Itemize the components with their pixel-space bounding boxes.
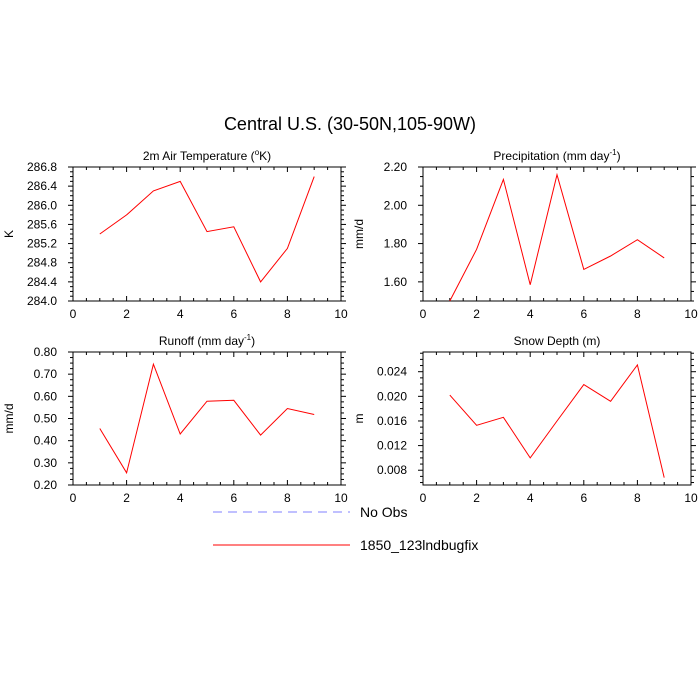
title-text: Snow Depth (m) [514,334,601,348]
y-tick-label: 0.008 [377,463,407,477]
panel-1: 0 2 4 6 8 10 284.0 284.4 284.8 285.2 285.6 286.0 286… [2,148,348,321]
legend: No Obs 1850_123lndbugfix [213,504,478,553]
x-tick-label: 6 [230,491,237,505]
legend-label: 1850_123lndbugfix [360,537,478,553]
panel-title: Precipitation (mm day-1) [493,148,620,163]
plot-frame [422,351,692,486]
title-text: K) [259,149,271,163]
y-tick-label: 0.20 [34,478,58,492]
y-axis-label: mm/d [352,219,366,249]
y-tick-label: 284.4 [27,275,57,289]
series-line [449,172,665,302]
x-tick-label: 2 [123,491,130,505]
x-tick-label: 0 [70,307,77,321]
panel-3: 0 2 4 6 8 10 0.20 0.30 0.40 0.50 0.60 0.70 0.80 mm/d R… [2,333,348,505]
title-text: 2m Air Temperature ( [143,149,255,163]
y-tick-label: 286.0 [27,198,57,212]
x-tick-label: 10 [684,491,698,505]
title-text: Precipitation (mm day [493,149,609,163]
y-tick-label: 286.4 [27,179,57,193]
x-tick-label: 2 [473,491,480,505]
y-tick-label: 285.6 [27,217,57,231]
plot-frame [72,351,342,486]
x-tick-label: 10 [334,307,348,321]
y-tick-label: 0.024 [377,365,407,379]
series-line [449,363,665,478]
y-tick-label: 1.60 [384,275,408,289]
y-tick-label: 0.70 [34,367,58,381]
x-tick-label: 4 [527,491,534,505]
title-superscript: -1 [244,333,252,342]
x-tick-label: 0 [420,307,427,321]
x-tick-label: 6 [230,307,237,321]
y-tick-label: 0.30 [34,456,58,470]
y-tick-label: 0.016 [377,414,407,428]
title-text: ) [251,334,255,348]
x-tick-label: 2 [473,307,480,321]
y-tick-label: 285.2 [27,237,57,251]
x-tick-label: 8 [634,307,641,321]
panel-title: 2m Air Temperature (oK) [143,148,271,163]
y-tick-label: 286.8 [27,160,57,174]
x-tick-label: 4 [177,491,184,505]
y-tick-label: 0.020 [377,389,407,403]
y-tick-label: 0.012 [377,439,407,453]
y-tick-label: 2.20 [384,160,408,174]
panels: 0 2 4 6 8 10284.0284.4284.8285.2285.6286.0286… [2,148,698,505]
y-tick-label: 0.40 [34,434,58,448]
legend-label: No Obs [360,504,407,520]
title-superscript: o [255,148,260,157]
plot-frame [422,166,692,302]
x-tick-label: 0 [70,491,77,505]
panel-title: Snow Depth (m) [514,334,601,348]
title-text: ) [617,149,621,163]
x-tick-label: 4 [177,307,184,321]
y-axis-label: K [2,230,16,238]
y-tick-label: 0.50 [34,412,58,426]
x-tick-label: 6 [580,307,587,321]
figure-title: Central U.S. (30-50N,105-90W) [224,114,476,134]
panel-4: 0 2 4 6 8 10 0.008 0.012 0.016 0.020 0.024 m Snow De… [352,334,698,505]
plot-frame [72,166,342,302]
y-tick-label: 0.80 [34,345,58,359]
x-tick-label: 4 [527,307,534,321]
x-tick-label: 6 [580,491,587,505]
y-tick-label: 0.60 [34,389,58,403]
y-tick-label: 2.00 [384,198,408,212]
panel-title: Runoff (mm day-1) [159,333,255,348]
series-line [99,362,315,475]
x-tick-label: 8 [634,491,641,505]
x-tick-label: 8 [284,307,291,321]
x-tick-label: 10 [684,307,698,321]
y-tick-label: 284.0 [27,294,57,308]
title-text: Runoff (mm day [159,334,244,348]
series-line [99,176,315,283]
x-tick-label: 0 [420,491,427,505]
y-tick-label: 284.8 [27,256,57,270]
x-tick-label: 10 [334,491,348,505]
y-axis-label: mm/d [2,404,16,434]
y-axis-label: m [352,414,366,424]
x-tick-label: 8 [284,491,291,505]
y-tick-label: 1.80 [384,237,408,251]
panel-2: 0 2 4 6 8 10 1.60 1.80 2.00 2.20 mm/d Precipitation… [352,148,698,321]
x-tick-label: 2 [123,307,130,321]
title-superscript: -1 [609,148,617,157]
